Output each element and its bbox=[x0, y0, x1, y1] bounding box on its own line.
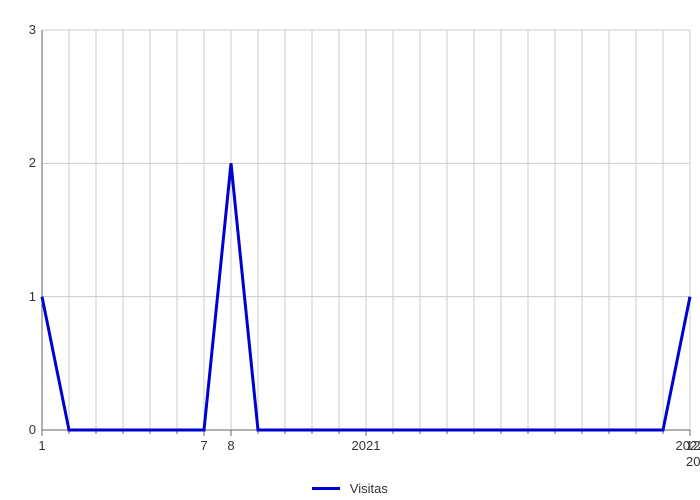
x-tick-label: 8 bbox=[227, 438, 234, 453]
x-tick-label: 2021 bbox=[352, 438, 381, 453]
legend-label: Visitas bbox=[350, 481, 388, 496]
chart-plot bbox=[0, 0, 700, 500]
x-tick-label: 7 bbox=[200, 438, 207, 453]
chart-container: Visitas 2024 de BRENTFORD WATERSIDE NOMI… bbox=[0, 0, 700, 500]
y-tick-label: 0 bbox=[16, 422, 36, 437]
x-edge-label: 202 bbox=[686, 454, 700, 469]
x-tick-label: 1 bbox=[38, 438, 45, 453]
y-tick-label: 2 bbox=[16, 155, 36, 170]
legend-swatch bbox=[312, 487, 340, 490]
legend: Visitas bbox=[0, 480, 700, 496]
y-tick-label: 1 bbox=[16, 289, 36, 304]
y-tick-label: 3 bbox=[16, 22, 36, 37]
x-edge-label: 12 bbox=[686, 438, 700, 453]
